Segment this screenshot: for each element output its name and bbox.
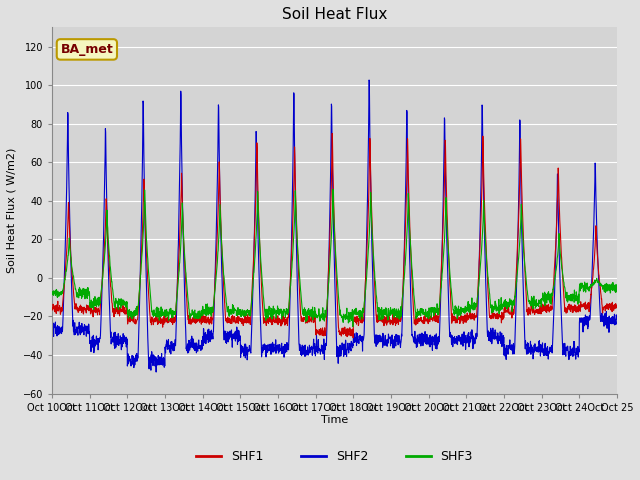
SHF1 [564,307,572,313]
SHF3 [499,304,507,310]
SHF1 [499,316,507,322]
SHF2 [206,334,214,339]
SHF3 [205,306,213,312]
SHF1 [349,335,357,341]
SHF2 [613,313,621,319]
SHF3 [329,186,337,192]
SHF3 [349,324,356,329]
SHF1 [364,229,371,235]
SHF3 [351,311,359,316]
SHF1 [579,303,587,309]
SHF1 [328,131,336,136]
X-axis label: Time: Time [321,415,348,425]
SHF1 [205,319,213,324]
SHF3 [364,260,371,265]
Legend: SHF1, SHF2, SHF3: SHF1, SHF2, SHF3 [191,445,478,468]
SHF1 [351,314,359,320]
Title: Soil Heat Flux: Soil Heat Flux [282,7,387,22]
SHF3 [579,282,587,288]
Line: SHF1: SHF1 [52,133,617,338]
SHF1 [613,303,621,309]
SHF3 [48,291,56,297]
SHF2 [152,369,160,375]
SHF2 [351,335,359,340]
SHF2 [365,77,373,83]
SHF3 [564,295,572,301]
SHF2 [499,342,507,348]
Line: SHF3: SHF3 [52,189,617,326]
SHF2 [48,325,56,331]
Line: SHF2: SHF2 [52,80,617,372]
SHF2 [364,207,371,213]
SHF2 [579,329,587,335]
SHF2 [564,348,572,353]
SHF3 [613,285,621,290]
Text: BA_met: BA_met [61,43,113,56]
SHF1 [48,306,56,312]
Y-axis label: Soil Heat Flux ( W/m2): Soil Heat Flux ( W/m2) [7,148,17,273]
